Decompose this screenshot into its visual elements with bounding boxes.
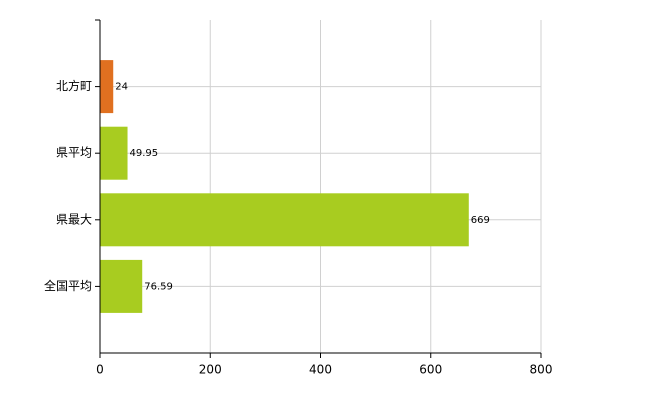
bar bbox=[100, 126, 128, 180]
bar bbox=[100, 193, 469, 247]
x-tick-label: 800 bbox=[530, 363, 553, 377]
y-tick-label: 県最大 bbox=[56, 212, 92, 226]
x-tick-label: 400 bbox=[309, 363, 332, 377]
y-tick-label: 県平均 bbox=[56, 146, 92, 160]
value-label: 49.95 bbox=[130, 148, 159, 159]
x-tick-label: 200 bbox=[199, 363, 222, 377]
bar bbox=[100, 60, 114, 114]
y-tick-label: 全国平均 bbox=[44, 278, 92, 293]
value-label: 76.59 bbox=[144, 281, 173, 292]
y-tick-label: 北方町 bbox=[56, 78, 92, 93]
value-label: 669 bbox=[471, 215, 490, 226]
value-label: 24 bbox=[115, 82, 128, 93]
bar bbox=[100, 259, 143, 313]
x-tick-label: 600 bbox=[419, 363, 442, 377]
x-tick-label: 0 bbox=[96, 363, 104, 377]
